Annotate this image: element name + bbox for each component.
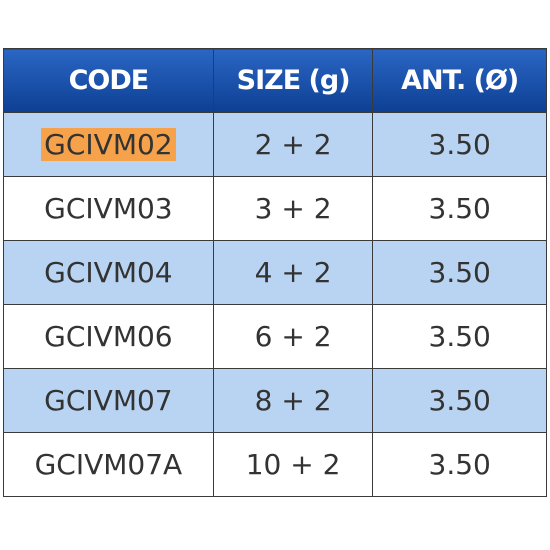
table-cell: GCIVM06 bbox=[3, 304, 214, 369]
table-cell: GCIVM03 bbox=[3, 176, 214, 241]
table-cell: GCIVM04 bbox=[3, 240, 214, 305]
table-cell: 3.50 bbox=[372, 112, 547, 177]
table-row: GCIVM02 2 + 2 3.50 bbox=[3, 112, 547, 177]
highlighted-text: GCIVM02 bbox=[41, 128, 176, 161]
table-cell: GCIVM02 bbox=[3, 112, 214, 177]
header-cell: ANT. (Ø) bbox=[372, 48, 547, 113]
table-cell: 3.50 bbox=[372, 240, 547, 305]
table-cell: 10 + 2 bbox=[212, 432, 374, 497]
table-row: GCIVM07 8 + 2 3.50 bbox=[3, 368, 547, 433]
table-cell: 3.50 bbox=[372, 176, 547, 241]
table-body: GCIVM02 2 + 2 3.50 GCIVM03 3 + 2 3.50 GCIVM04 4… bbox=[3, 112, 547, 497]
product-table: CODE SIZE (g) ANT. (Ø) GCIVM02 2 + 2 3.50 GCI… bbox=[3, 48, 547, 497]
table-cell: 3.50 bbox=[372, 368, 547, 433]
table-cell: 8 + 2 bbox=[212, 368, 374, 433]
table-row: GCIVM07A 10 + 2 3.50 bbox=[3, 432, 547, 497]
table-cell: 3 + 2 bbox=[212, 176, 374, 241]
header-cell: SIZE (g) bbox=[212, 48, 374, 113]
table-cell: GCIVM07 bbox=[3, 368, 214, 433]
table-row: GCIVM06 6 + 2 3.50 bbox=[3, 304, 547, 369]
table-row: GCIVM04 4 + 2 3.50 bbox=[3, 240, 547, 305]
header-cell: CODE bbox=[3, 48, 214, 113]
table-cell: 4 + 2 bbox=[212, 240, 374, 305]
header-row: CODE SIZE (g) ANT. (Ø) bbox=[3, 48, 547, 113]
table-cell: 3.50 bbox=[372, 304, 547, 369]
table-cell: 2 + 2 bbox=[212, 112, 374, 177]
table-cell: 3.50 bbox=[372, 432, 547, 497]
table-row: GCIVM03 3 + 2 3.50 bbox=[3, 176, 547, 241]
table-cell: 6 + 2 bbox=[212, 304, 374, 369]
table-cell: GCIVM07A bbox=[3, 432, 214, 497]
